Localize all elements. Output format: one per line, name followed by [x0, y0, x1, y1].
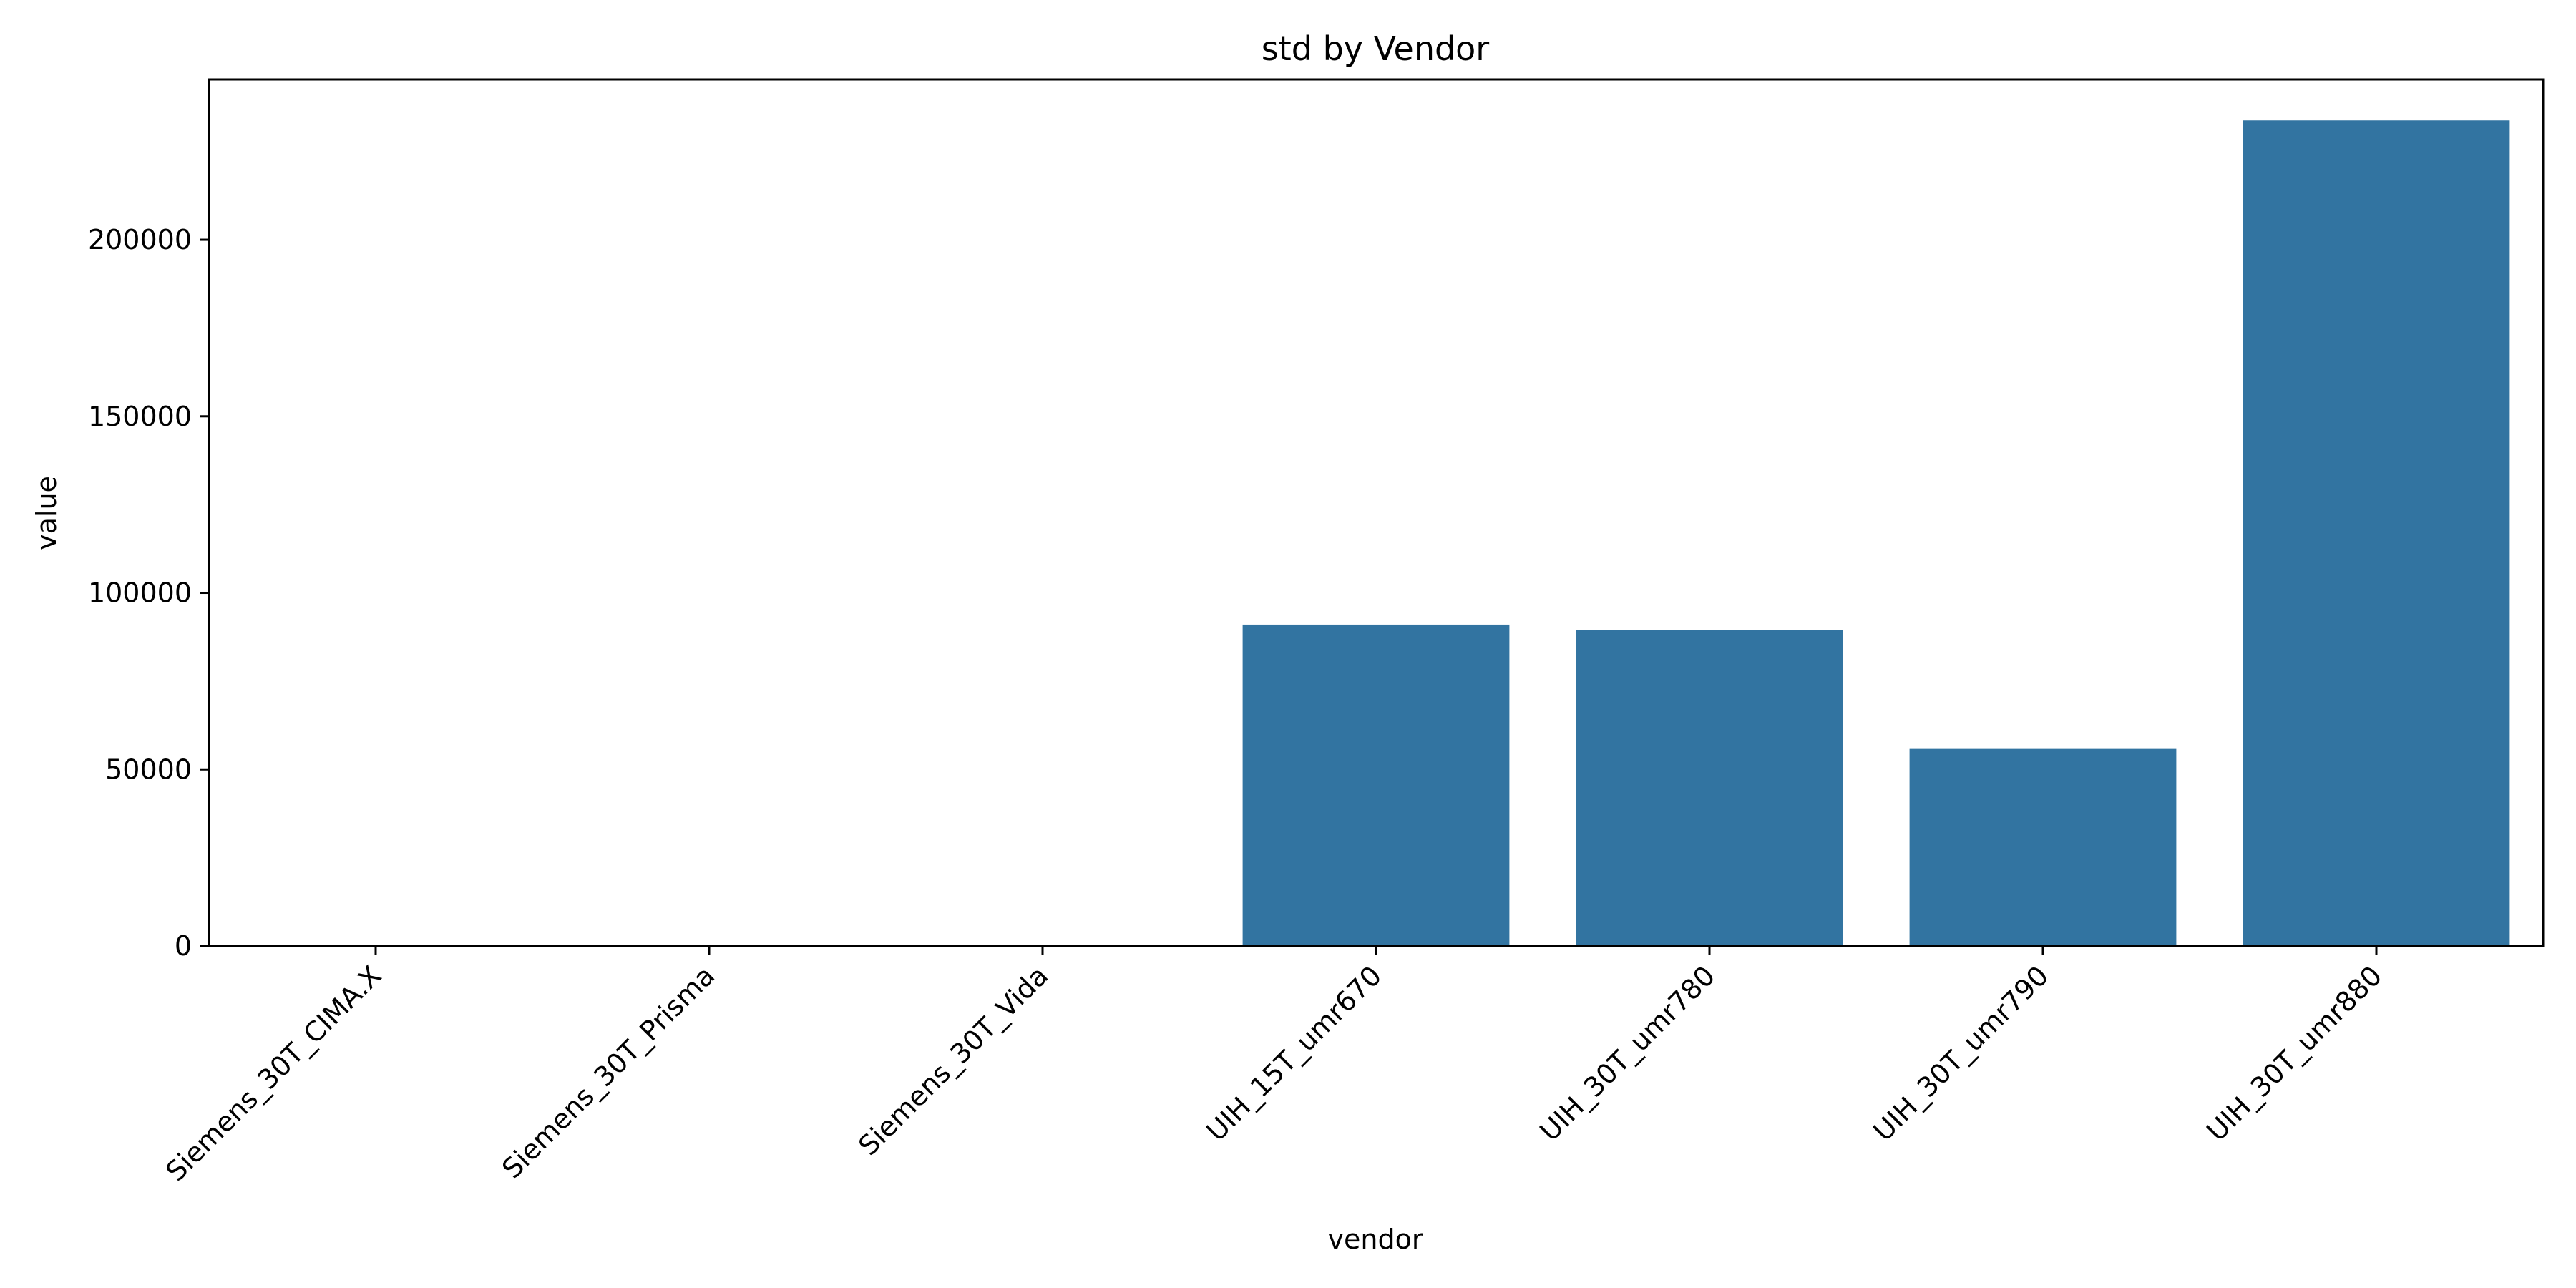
y-tick-label: 100000 — [88, 577, 192, 609]
x-axis-label: vendor — [1328, 1224, 1423, 1255]
bar-UIH_30T_umr880 — [2243, 120, 2510, 947]
x-tick-label: UIH_30T_umr780 — [1533, 960, 1721, 1147]
y-tick-label: 150000 — [88, 401, 192, 432]
y-tick-label: 0 — [175, 930, 192, 962]
bar-UIH_30T_umr790 — [1909, 748, 2177, 946]
x-tick-label: UIH_15T_umr670 — [1200, 960, 1387, 1147]
bars — [1242, 120, 2510, 947]
y-axis-label: value — [31, 476, 62, 550]
x-tick-label: Siemens_30T_CIMA.X — [160, 960, 387, 1187]
bar-UIH_15T_umr670 — [1242, 624, 1510, 946]
chart-title: std by Vendor — [1262, 29, 1490, 68]
plot-frame — [208, 78, 2545, 947]
y-tick-label: 200000 — [88, 224, 192, 255]
x-axis: Siemens_30T_CIMA.X Siemens_30T_Prisma Siem… — [160, 946, 2388, 1187]
x-tick-label: UIH_30T_umr880 — [2200, 960, 2388, 1147]
x-tick-label: UIH_30T_umr790 — [1867, 960, 2054, 1147]
bar-UIH_30T_umr780 — [1576, 630, 1843, 946]
x-tick-label: Siemens_30T_Prisma — [496, 960, 721, 1184]
y-axis: 0 50000 100000 150000 200000 — [88, 224, 209, 962]
x-tick-label: Siemens_30T_Vida — [852, 960, 1054, 1161]
y-tick-label: 50000 — [105, 753, 192, 785]
